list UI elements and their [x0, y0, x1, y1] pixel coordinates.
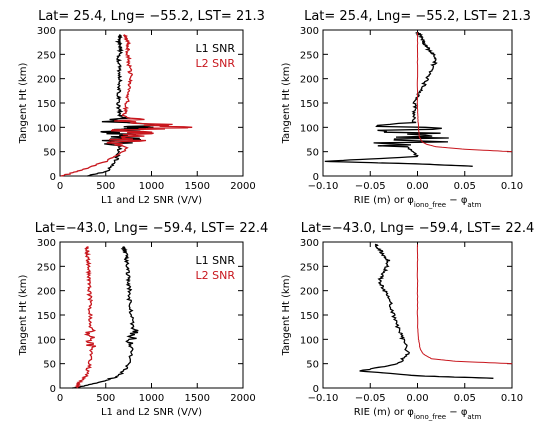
x-tick-label: 1000 — [139, 393, 164, 404]
y-tick-label: 250 — [37, 262, 56, 273]
y-tick-label: 200 — [37, 287, 56, 298]
y-tick-label: 200 — [300, 287, 319, 298]
y-tick-label: 100 — [37, 123, 56, 134]
x-axis-label: RIE (m) or φiono_free − φatm — [354, 195, 482, 209]
series-line-1 — [324, 31, 473, 167]
x-tick-label: 1000 — [139, 181, 164, 192]
x-axis-label: L1 and L2 SNR (V/V) — [101, 195, 202, 206]
y-tick-label: 250 — [37, 50, 56, 61]
y-tick-label: 150 — [300, 311, 319, 322]
y-tick-label: 100 — [300, 335, 319, 346]
legend-entry: L1 SNR — [196, 254, 236, 267]
chart-title: Lat= 25.4, Lng= −55.2, LST= 21.3 — [304, 9, 531, 24]
x-axis-label: L1 and L2 SNR (V/V) — [101, 407, 202, 418]
y-axis-label: Tangent Ht (km) — [281, 62, 292, 144]
y-tick-label: 50 — [43, 148, 56, 159]
y-tick-label: 250 — [300, 50, 319, 61]
x-tick-label: −0.05 — [355, 393, 386, 404]
legend-entry: L2 SNR — [196, 269, 236, 282]
x-tick-label: 1500 — [185, 181, 210, 192]
y-tick-label: 0 — [50, 172, 56, 183]
y-tick-label: 200 — [300, 75, 319, 86]
x-tick-label: 0.05 — [454, 181, 476, 192]
chart-title: Lat= 25.4, Lng= −55.2, LST= 21.3 — [38, 9, 265, 24]
y-tick-label: 300 — [37, 238, 56, 249]
y-tick-label: 150 — [300, 99, 319, 110]
x-tick-label: −0.10 — [308, 393, 339, 404]
y-tick-label: 0 — [313, 172, 319, 183]
x-tick-label: −0.05 — [355, 181, 386, 192]
x-tick-label: 0 — [57, 181, 63, 192]
y-tick-label: 300 — [300, 26, 319, 37]
series-line-2 — [60, 34, 193, 177]
y-tick-label: 50 — [306, 360, 319, 371]
x-tick-label: 2000 — [230, 181, 255, 192]
x-tick-label: −0.10 — [308, 181, 339, 192]
x-tick-label: 0.00 — [406, 393, 428, 404]
x-tick-label: 0.05 — [454, 393, 476, 404]
y-tick-label: 300 — [37, 26, 56, 37]
y-tick-label: 0 — [50, 384, 56, 395]
y-axis-label: Tangent Ht (km) — [18, 62, 29, 144]
legend-entry: L1 SNR — [196, 42, 236, 55]
chart-title: Lat=−43.0, Lng= −59.4, LST= 22.4 — [35, 221, 269, 236]
y-tick-label: 150 — [37, 99, 56, 110]
x-tick-label: 0.00 — [406, 181, 428, 192]
x-tick-label: 0.10 — [501, 181, 523, 192]
y-tick-label: 250 — [300, 262, 319, 273]
y-tick-label: 200 — [37, 75, 56, 86]
x-tick-label: 1500 — [185, 393, 210, 404]
y-axis-label: Tangent Ht (km) — [18, 274, 29, 356]
series-line-2 — [416, 32, 513, 153]
series-line-2 — [416, 244, 513, 365]
x-axis-label: RIE (m) or φiono_free − φatm — [354, 407, 482, 421]
legend-entry: L2 SNR — [196, 57, 236, 70]
x-tick-label: 2000 — [230, 393, 255, 404]
y-tick-label: 300 — [300, 238, 319, 249]
series-line-1 — [87, 34, 155, 177]
series-line-1 — [359, 243, 494, 379]
y-axis-label: Tangent Ht (km) — [281, 274, 292, 356]
panel-1: Lat= 25.4, Lng= −55.2, LST= 21.30 500 1000… — [18, 9, 265, 206]
y-tick-label: 100 — [300, 123, 319, 134]
y-tick-label: 150 — [37, 311, 56, 322]
x-tick-label: 500 — [96, 393, 115, 404]
y-tick-label: 50 — [306, 148, 319, 159]
x-tick-label: 500 — [96, 181, 115, 192]
panel-3: Lat=−43.0, Lng= −59.4, LST= 22.40 500 1000… — [18, 221, 268, 418]
panel-4: Lat=−43.0, Lng= −59.4, LST= 22.4 −0.10 −0.… — [281, 221, 534, 421]
chart-title: Lat=−43.0, Lng= −59.4, LST= 22.4 — [301, 221, 535, 236]
x-tick-label: 0.10 — [501, 393, 523, 404]
y-tick-label: 0 — [313, 384, 319, 395]
series-line-2 — [74, 246, 97, 389]
series-line-1 — [72, 246, 139, 389]
x-tick-label: 0 — [57, 393, 63, 404]
y-tick-label: 50 — [43, 360, 56, 371]
panel-2: Lat= 25.4, Lng= −55.2, LST= 21.3 −0.10 −0.… — [281, 9, 531, 209]
y-tick-label: 100 — [37, 335, 56, 346]
